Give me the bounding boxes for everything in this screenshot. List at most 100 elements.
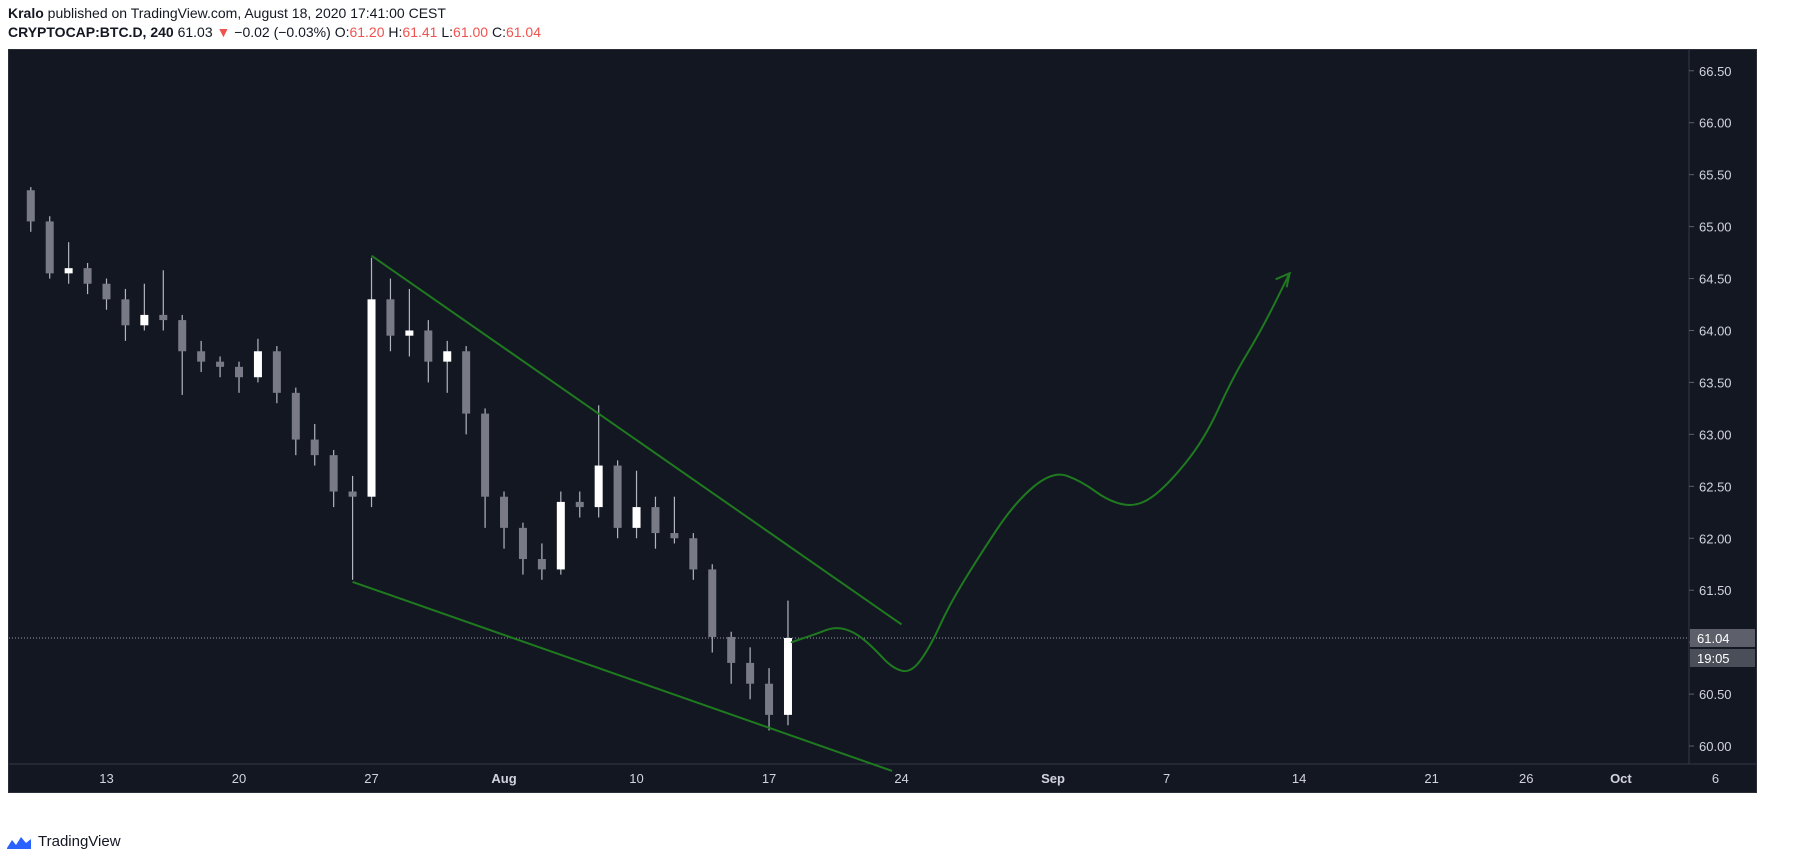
candle[interactable]	[178, 314, 187, 395]
countdown-badge	[1690, 648, 1755, 667]
price-chart[interactable]: 66.50 66.00 65.50 65.00 64.50 64.00 63.50 63.00…	[9, 50, 1756, 792]
candle[interactable]	[708, 564, 717, 653]
price-tick-label: 62.50	[1699, 479, 1732, 494]
candle-body	[291, 392, 300, 440]
low-value: 61.00	[453, 24, 489, 40]
candle[interactable]	[424, 320, 433, 383]
candle-body	[197, 351, 206, 362]
candle[interactable]	[556, 491, 565, 575]
candle[interactable]	[367, 257, 376, 508]
candle[interactable]	[121, 288, 130, 341]
brand-name[interactable]: TradingView	[38, 833, 121, 850]
candle[interactable]	[727, 631, 736, 684]
candle[interactable]	[500, 491, 509, 549]
author-name[interactable]: Kralo	[8, 5, 44, 21]
candle-body	[500, 496, 509, 528]
candle[interactable]	[235, 361, 244, 393]
candle[interactable]	[216, 356, 225, 378]
candle-body	[746, 662, 755, 684]
price-tick-label: 66.00	[1699, 116, 1732, 131]
time-tick-label: 14	[1292, 771, 1306, 786]
last-price-badge-label: 61.04	[1697, 631, 1730, 646]
candle-body	[64, 268, 73, 274]
publish-info: published on TradingView.com, August 18,…	[43, 5, 446, 21]
candle-body	[367, 299, 376, 497]
candle-body	[727, 636, 736, 663]
candle[interactable]	[64, 242, 73, 284]
candle-body	[443, 351, 452, 362]
price-tick-label: 62.00	[1699, 531, 1732, 546]
time-tick-label: 17	[762, 771, 776, 786]
candle[interactable]	[481, 408, 490, 528]
candle[interactable]	[26, 187, 35, 232]
time-tick-label: 24	[894, 771, 908, 786]
candle-body	[405, 330, 414, 336]
price-tick-label: 60.50	[1699, 687, 1732, 702]
symbol-label[interactable]: CRYPTOCAP:BTC.D, 240	[8, 24, 174, 40]
candle-body	[348, 491, 357, 497]
tradingview-logo-icon[interactable]	[6, 834, 32, 850]
candle[interactable]	[329, 449, 338, 508]
candle-body	[462, 351, 471, 414]
candle[interactable]	[159, 270, 168, 331]
price-tick-label: 60.00	[1699, 739, 1732, 754]
last-value: 61.03	[177, 24, 213, 40]
candle[interactable]	[613, 460, 622, 539]
lower-trendline[interactable]	[352, 580, 893, 772]
candle[interactable]	[443, 340, 452, 393]
candle[interactable]	[291, 387, 300, 456]
candle[interactable]	[272, 346, 281, 404]
price-tick-label: 66.50	[1699, 64, 1732, 79]
candle-body	[178, 320, 187, 352]
close-label: C:	[491, 24, 506, 40]
candle[interactable]	[45, 216, 54, 279]
candle-body	[26, 190, 35, 222]
open-label: O:	[334, 24, 350, 40]
candle[interactable]	[594, 405, 603, 518]
candle[interactable]	[310, 423, 319, 466]
candle[interactable]	[197, 340, 206, 373]
candle-body	[386, 299, 395, 336]
candle[interactable]	[518, 522, 527, 575]
candle[interactable]	[348, 475, 357, 580]
projection-path[interactable]	[790, 272, 1291, 673]
candle[interactable]	[102, 278, 111, 310]
candle[interactable]	[386, 278, 395, 352]
candle[interactable]	[83, 262, 92, 295]
candle-body	[310, 439, 319, 456]
candle[interactable]	[575, 491, 584, 518]
candle[interactable]	[651, 496, 660, 549]
candle-body	[481, 413, 490, 497]
candle[interactable]	[689, 533, 698, 580]
chart-pane[interactable]: 66.50 66.00 65.50 65.00 64.50 64.00 63.50 63.00…	[8, 49, 1757, 793]
candle[interactable]	[632, 470, 641, 539]
price-tick-label: 61.50	[1699, 583, 1732, 598]
candle[interactable]	[140, 283, 149, 331]
candle[interactable]	[462, 346, 471, 435]
candle[interactable]	[405, 288, 414, 357]
time-tick-label: Aug	[491, 771, 516, 786]
candle[interactable]	[253, 338, 262, 383]
change-value: −0.02 (−0.03%)	[234, 24, 331, 40]
publish-line: Kralo published on TradingView.com, Augu…	[8, 4, 541, 23]
candle-body	[689, 538, 698, 570]
price-tick-label: 65.50	[1699, 168, 1732, 183]
candle-body	[253, 351, 262, 378]
candle-body	[594, 465, 603, 508]
time-tick-label: 10	[629, 771, 643, 786]
candle-body	[518, 527, 527, 560]
candle-body	[670, 533, 679, 539]
candle-body	[765, 683, 774, 715]
candle[interactable]	[670, 496, 679, 544]
price-tick-label: 63.00	[1699, 427, 1732, 442]
upper-trendline[interactable]	[370, 254, 903, 626]
candle[interactable]	[746, 647, 755, 700]
candle[interactable]	[783, 600, 792, 726]
close-value: 61.04	[505, 24, 542, 40]
candle-body	[102, 283, 111, 300]
candle[interactable]	[537, 543, 546, 580]
candle[interactable]	[765, 668, 774, 731]
time-tick-label: Sep	[1041, 771, 1065, 786]
down-arrow-icon: ▼	[216, 24, 231, 40]
ohlc-legend: CRYPTOCAP:BTC.D, 240 61.03 ▼ −0.02 (−0.0…	[8, 23, 541, 42]
